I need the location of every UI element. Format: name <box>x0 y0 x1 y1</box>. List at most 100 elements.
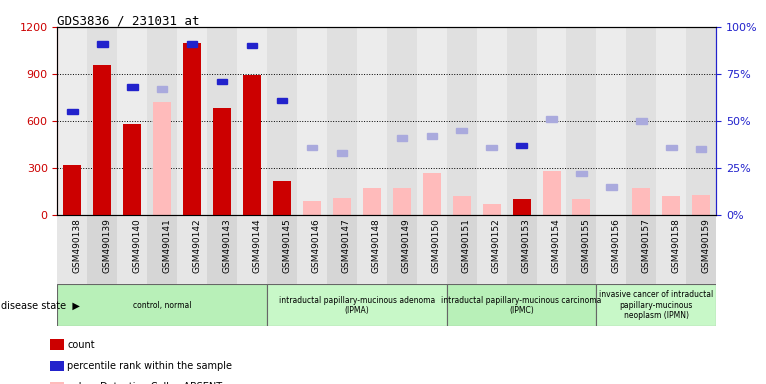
Bar <box>177 27 207 215</box>
Bar <box>696 146 706 152</box>
Bar <box>237 215 267 284</box>
Text: count: count <box>67 340 95 350</box>
Bar <box>692 195 710 215</box>
Bar <box>542 171 561 215</box>
Text: GSM490149: GSM490149 <box>402 218 411 273</box>
Bar <box>447 27 476 215</box>
Bar <box>627 215 656 284</box>
Bar <box>123 124 141 215</box>
Text: GSM490144: GSM490144 <box>252 218 261 273</box>
Bar <box>423 173 440 215</box>
Bar <box>67 109 77 114</box>
Bar <box>663 196 680 215</box>
Bar <box>686 27 716 215</box>
Text: GSM490159: GSM490159 <box>701 218 710 273</box>
Text: GSM490150: GSM490150 <box>432 218 440 273</box>
Bar <box>273 180 291 215</box>
Text: GSM490148: GSM490148 <box>372 218 381 273</box>
Text: intraductal papillary-mucinous carcinoma
(IPMC): intraductal papillary-mucinous carcinoma… <box>441 296 602 315</box>
Bar <box>57 215 87 284</box>
Bar <box>576 171 587 176</box>
Bar <box>267 27 297 215</box>
Bar <box>87 215 117 284</box>
Bar <box>177 215 207 284</box>
Bar <box>417 215 447 284</box>
Bar <box>666 144 676 150</box>
Bar <box>153 102 172 215</box>
Bar <box>187 41 198 46</box>
Text: GSM490143: GSM490143 <box>222 218 231 273</box>
Bar <box>506 27 536 215</box>
Bar <box>606 184 617 190</box>
Bar <box>476 215 506 284</box>
Bar <box>297 27 327 215</box>
Bar <box>627 27 656 215</box>
Text: GSM490146: GSM490146 <box>312 218 321 273</box>
Bar <box>457 127 467 133</box>
Bar <box>597 27 627 215</box>
Bar <box>476 27 506 215</box>
Bar <box>97 41 107 46</box>
Bar <box>357 215 387 284</box>
Bar <box>357 27 387 215</box>
Bar <box>567 215 597 284</box>
Bar <box>633 188 650 215</box>
Bar <box>447 284 597 326</box>
Bar <box>333 198 351 215</box>
Text: GSM490153: GSM490153 <box>522 218 531 273</box>
Text: GSM490155: GSM490155 <box>581 218 591 273</box>
Text: invasive cancer of intraductal
papillary-mucinous
neoplasm (IPMN): invasive cancer of intraductal papillary… <box>599 290 713 320</box>
Bar <box>546 116 557 122</box>
Text: percentile rank within the sample: percentile rank within the sample <box>67 361 232 371</box>
Text: GSM490141: GSM490141 <box>162 218 172 273</box>
Bar <box>656 215 686 284</box>
Bar <box>277 98 287 103</box>
Bar <box>267 215 297 284</box>
Text: GSM490145: GSM490145 <box>282 218 291 273</box>
Text: GSM490140: GSM490140 <box>133 218 141 273</box>
Bar <box>656 27 686 215</box>
Text: GSM490147: GSM490147 <box>342 218 351 273</box>
Bar <box>327 215 357 284</box>
Text: GSM490142: GSM490142 <box>192 218 201 273</box>
Bar <box>303 201 321 215</box>
Text: disease state  ▶: disease state ▶ <box>1 300 80 310</box>
Text: GSM490156: GSM490156 <box>611 218 620 273</box>
Bar <box>207 215 237 284</box>
Bar <box>217 79 228 84</box>
Bar <box>506 215 536 284</box>
Text: value, Detection Call = ABSENT: value, Detection Call = ABSENT <box>67 382 223 384</box>
Bar <box>247 43 257 48</box>
Bar <box>297 215 327 284</box>
Bar <box>93 65 111 215</box>
Bar <box>127 84 138 90</box>
Bar <box>483 204 501 215</box>
Text: intraductal papillary-mucinous adenoma
(IPMA): intraductal papillary-mucinous adenoma (… <box>279 296 435 315</box>
Bar <box>267 284 447 326</box>
Bar <box>207 27 237 215</box>
Bar <box>397 135 407 141</box>
Bar <box>393 188 411 215</box>
Bar <box>337 150 347 156</box>
Bar <box>427 133 437 139</box>
Bar <box>387 27 417 215</box>
Text: GSM490152: GSM490152 <box>492 218 501 273</box>
Bar <box>636 118 647 124</box>
Bar <box>243 76 261 215</box>
Bar <box>512 199 531 215</box>
Bar <box>516 143 527 148</box>
Text: control, normal: control, normal <box>133 301 192 310</box>
Bar <box>536 27 567 215</box>
Bar <box>536 215 567 284</box>
Bar <box>387 215 417 284</box>
Text: GSM490158: GSM490158 <box>671 218 680 273</box>
Bar <box>327 27 357 215</box>
Bar <box>183 43 201 215</box>
Text: GSM490151: GSM490151 <box>462 218 470 273</box>
Bar <box>57 284 267 326</box>
Bar <box>447 215 476 284</box>
Text: GSM490138: GSM490138 <box>73 218 81 273</box>
Text: GDS3836 / 231031_at: GDS3836 / 231031_at <box>57 14 200 27</box>
Bar <box>597 284 716 326</box>
Bar <box>157 86 168 92</box>
